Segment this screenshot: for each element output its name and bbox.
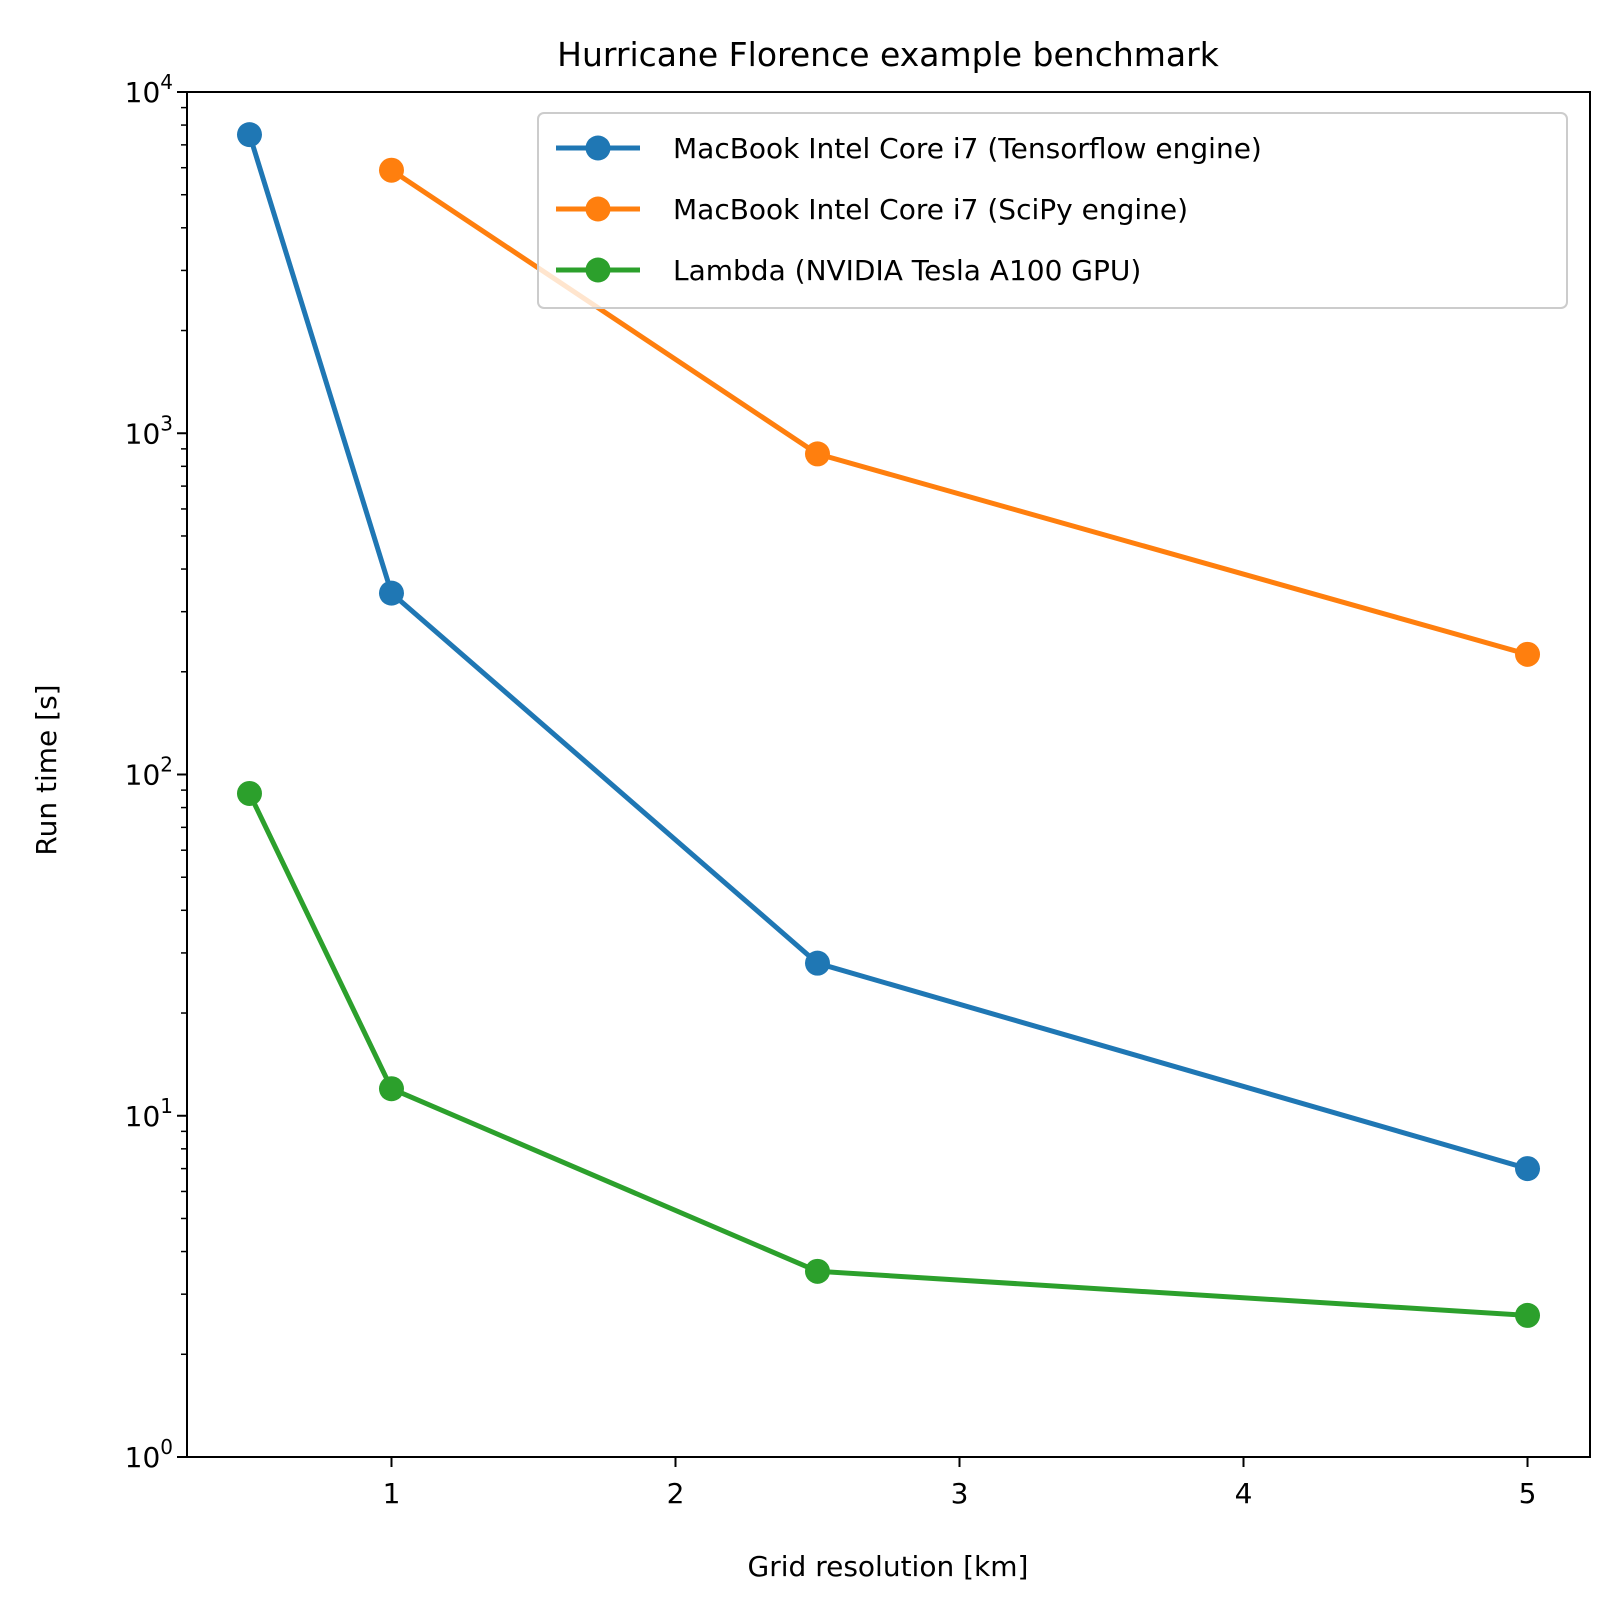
y-tick-label: 101 xyxy=(125,1094,173,1133)
series-line xyxy=(247,132,1530,1172)
y-axis-label: Run time [s] xyxy=(30,684,63,855)
legend-label: Lambda (NVIDIA Tesla A100 GPU) xyxy=(673,254,1141,287)
data-point xyxy=(236,122,262,148)
x-tick-label: 5 xyxy=(1519,1477,1537,1510)
legend-marker xyxy=(585,135,611,161)
series-line xyxy=(247,790,1530,1318)
series-layer xyxy=(236,122,1541,1328)
plot-frame xyxy=(186,91,1591,1458)
series-group xyxy=(236,122,1541,1182)
data-point xyxy=(378,1076,404,1102)
series-group xyxy=(236,780,1541,1328)
x-tick-label: 4 xyxy=(1235,1477,1253,1510)
x-axis-label: Grid resolution [km] xyxy=(748,1550,1029,1583)
data-point xyxy=(378,580,404,606)
data-point xyxy=(1515,1156,1541,1182)
series-group xyxy=(378,157,1541,667)
data-point xyxy=(804,950,830,976)
chart-title: Hurricane Florence example benchmark xyxy=(557,35,1220,74)
data-point xyxy=(804,1258,830,1284)
x-tick-label: 2 xyxy=(667,1477,685,1510)
y-tick-label: 104 xyxy=(125,70,173,109)
y-tick-label: 103 xyxy=(125,411,173,450)
data-point xyxy=(804,441,830,467)
x-ticks: 1 2 3 4 5 xyxy=(383,1457,1537,1510)
y-tick-label: 100 xyxy=(125,1435,173,1474)
legend-box xyxy=(537,112,1568,309)
legend-label: MacBook Intel Core i7 (Tensorflow engine… xyxy=(673,132,1262,165)
legend-marker xyxy=(585,257,611,283)
data-point xyxy=(236,780,262,806)
x-tick-label: 3 xyxy=(951,1477,969,1510)
data-point xyxy=(378,157,404,183)
legend-marker xyxy=(585,196,611,222)
data-point xyxy=(1515,641,1541,667)
legend-label: MacBook Intel Core i7 (SciPy engine) xyxy=(673,193,1188,226)
x-tick-label: 1 xyxy=(383,1477,401,1510)
y-ticks: 100 101 102 103 104 xyxy=(125,70,187,1474)
data-point xyxy=(1515,1302,1541,1328)
legend: MacBook Intel Core i7 (Tensorflow engine… xyxy=(537,112,1568,309)
y-tick-label: 102 xyxy=(125,753,173,792)
